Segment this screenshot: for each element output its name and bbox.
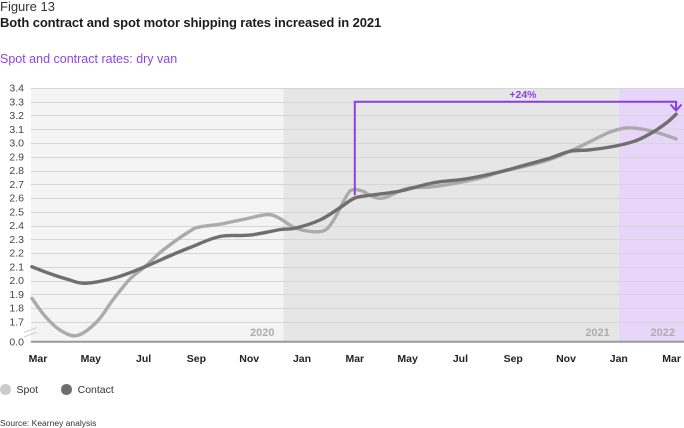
y-tick-label: 3.3 bbox=[9, 96, 24, 108]
x-axis bbox=[23, 327, 684, 343]
y-tick-label: 1.7 bbox=[9, 316, 24, 328]
y-tick-label: 2.4 bbox=[9, 220, 24, 232]
x-tick-label: Jan bbox=[610, 353, 628, 365]
y-tick-label: 2.5 bbox=[9, 206, 24, 218]
y-tick-label: 2.3 bbox=[9, 234, 24, 246]
year-band-2022 bbox=[618, 88, 684, 342]
annotation-label: +24% bbox=[509, 89, 537, 101]
growth-annotation: +24% bbox=[353, 89, 683, 196]
y-tick-label: 2.1 bbox=[9, 261, 24, 273]
annotation-arrowhead-icon bbox=[669, 103, 683, 112]
x-tick-label: Mar bbox=[662, 353, 681, 365]
series-line-contact bbox=[30, 112, 678, 285]
chart-title: Both contract and spot motor shipping ra… bbox=[0, 15, 382, 30]
y-tick-label: 1.9 bbox=[9, 289, 24, 301]
year-label: 2020 bbox=[250, 327, 274, 339]
axis-break-mark bbox=[23, 331, 38, 338]
axis-break-mark bbox=[23, 327, 38, 333]
legend-label-spot: Spot bbox=[16, 383, 39, 396]
legend-marker-contract bbox=[61, 384, 72, 395]
x-tick-label: Mar bbox=[29, 353, 48, 365]
y-tick-label: 2.2 bbox=[9, 248, 24, 260]
y-tick-label: 3.2 bbox=[9, 110, 24, 122]
legend-item-spot: Spot bbox=[0, 384, 38, 396]
y-tick-label: 2.9 bbox=[9, 151, 24, 163]
x-tick-label: Nov bbox=[556, 353, 576, 365]
series-lines bbox=[30, 112, 678, 338]
y-tick-label: 1.8 bbox=[9, 303, 24, 315]
year-label: 2021 bbox=[585, 327, 609, 339]
legend-item-contract: Contact bbox=[61, 384, 114, 396]
legend-label-contract: Contact bbox=[77, 383, 114, 396]
chart-legend: Spot Contact bbox=[0, 384, 137, 396]
y-tick-label: 2.6 bbox=[9, 193, 24, 205]
chart-subtitle: Spot and contract rates: dry van bbox=[0, 52, 178, 66]
figure-label: Figure 13 bbox=[0, 0, 55, 14]
y-tick-label: 2.0 bbox=[9, 275, 24, 287]
y-tick-label: 3.4 bbox=[9, 83, 24, 95]
year-band-2021 bbox=[283, 88, 619, 342]
year-bands bbox=[30, 88, 684, 342]
y-tick-labels: 3.43.33.23.13.02.92.82.72.62.52.42.32.22… bbox=[9, 83, 24, 349]
x-tick-label: Jan bbox=[293, 353, 311, 365]
source-note: Source: Kearney analysis bbox=[0, 418, 97, 428]
legend-marker-spot bbox=[0, 384, 11, 395]
y-tick-label: 2.8 bbox=[9, 165, 24, 177]
x-tick-label: May bbox=[397, 353, 418, 365]
y-tick-label: 3.0 bbox=[9, 138, 24, 150]
y-tick-label: 3.1 bbox=[9, 124, 24, 136]
y-tick-label-baseline: 0.0 bbox=[9, 336, 24, 348]
annotation-bracket bbox=[353, 100, 678, 196]
year-labels: 2020 2021 2022 bbox=[250, 327, 675, 339]
x-tick-label: Jul bbox=[453, 353, 468, 365]
x-tick-label: Sep bbox=[504, 353, 523, 365]
x-tick-labels: Mar May Jul Sep Nov Jan Mar May Jul Sep Nov Jan Mar bbox=[29, 353, 681, 365]
x-tick-label: Mar bbox=[345, 353, 364, 365]
year-band-2020 bbox=[30, 88, 284, 342]
x-tick-label: May bbox=[81, 353, 102, 365]
x-tick-label: Jul bbox=[136, 353, 151, 365]
x-tick-label: Nov bbox=[239, 353, 259, 365]
y-tick-label: 2.7 bbox=[9, 179, 24, 191]
x-tick-label: Sep bbox=[187, 353, 206, 365]
year-label: 2022 bbox=[651, 327, 675, 339]
